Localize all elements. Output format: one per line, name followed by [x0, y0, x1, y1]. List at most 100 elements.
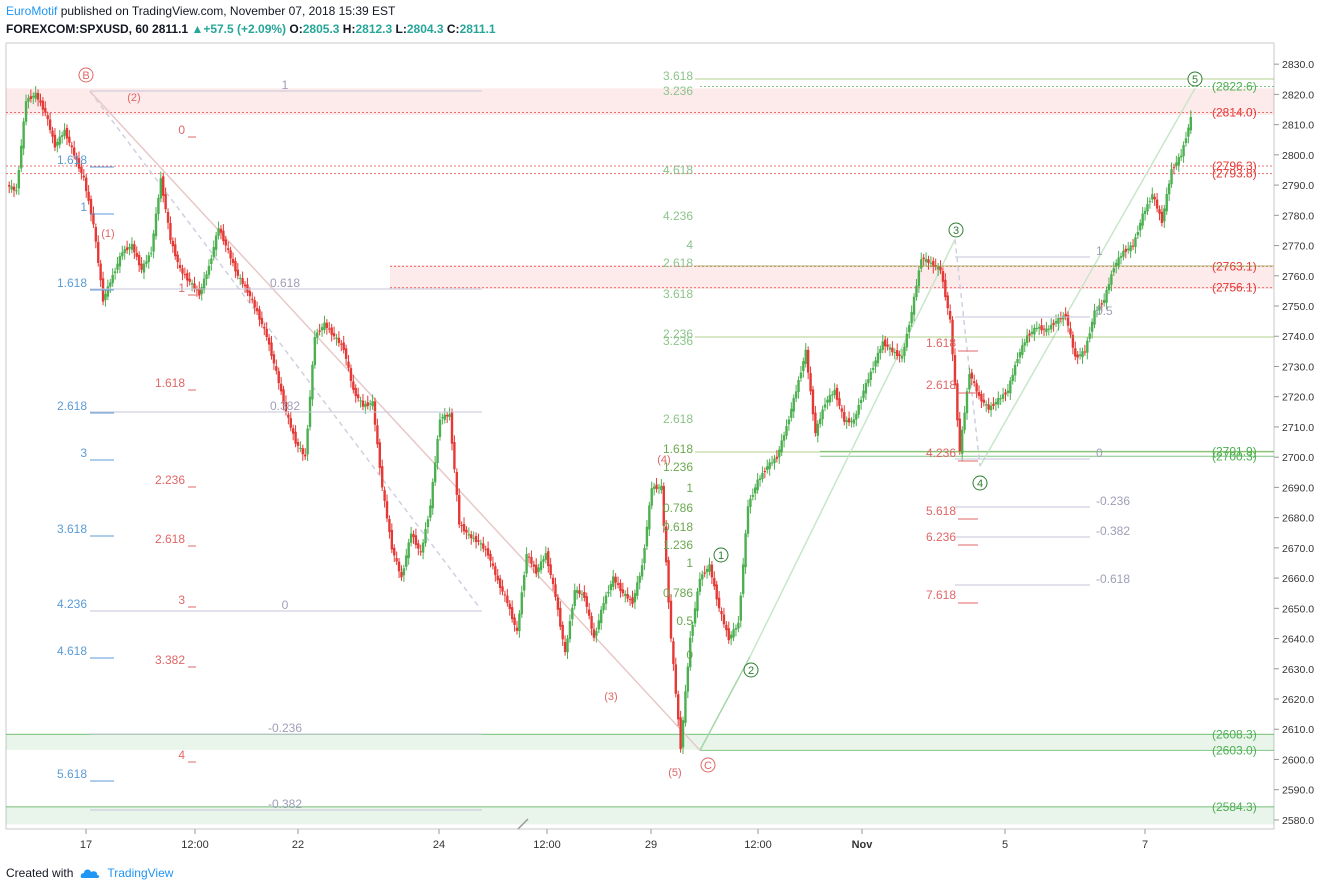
candle-body: [56, 142, 59, 146]
tradingview-brand[interactable]: TradingView: [107, 866, 174, 880]
symbol-info: FOREXCOM:SPXUSD, 60 2811.1 ▲+57.5 (+2.09…: [6, 22, 496, 36]
fib-label-green: 2.618: [663, 256, 693, 270]
trend-line: [89, 90, 701, 751]
candle-body: [455, 471, 459, 495]
fib-label-blue: 5.618: [57, 767, 87, 781]
fib-label-green: 2.236: [663, 327, 693, 341]
candle-body: [140, 263, 143, 270]
candle-body: [1069, 328, 1072, 335]
candle-body: [869, 371, 872, 380]
fib-label-blue: 1.618: [57, 276, 87, 290]
candle-body: [393, 547, 396, 556]
low-label: L:: [395, 22, 407, 36]
candle-body: [811, 389, 815, 415]
candle-body: [1052, 322, 1055, 326]
x-tick-label: Nov: [852, 839, 874, 851]
candle-body: [664, 526, 668, 563]
candle-body: [922, 257, 925, 260]
candle-body: [992, 403, 995, 406]
candle-body: [145, 261, 148, 264]
candle-body: [154, 213, 158, 237]
fib-label-red: 3.382: [155, 653, 185, 667]
candle-body: [970, 372, 974, 379]
candle-body: [359, 400, 362, 402]
candle-body: [980, 393, 983, 402]
candle-body: [373, 401, 377, 425]
candle-body: [501, 586, 504, 592]
candle-body: [1042, 328, 1046, 330]
symbol-label: FOREXCOM:SPXUSD, 60: [6, 22, 149, 36]
candle-body: [53, 134, 57, 148]
candle-body: [645, 526, 649, 547]
fib-label-green: 0.786: [663, 501, 693, 515]
candle-body: [1187, 127, 1190, 137]
last-price: 2811.1: [152, 22, 189, 36]
candle-body: [1074, 348, 1077, 357]
candle-body: [624, 593, 627, 596]
candle-body: [1139, 222, 1142, 231]
candle-body: [186, 273, 189, 281]
candle-body: [792, 398, 795, 412]
candle-body: [431, 481, 434, 509]
candle-body: [908, 325, 911, 333]
candle-body: [376, 425, 379, 445]
fib-label-blue: 1.618: [57, 153, 87, 167]
candle-body: [311, 364, 314, 400]
candle-body: [263, 326, 266, 329]
time-scroll-handle[interactable]: [517, 818, 529, 830]
candle-body: [202, 278, 206, 290]
candle-body: [135, 252, 138, 257]
candle-body: [968, 374, 971, 390]
fib-label-gray: 0: [282, 598, 289, 612]
candle-body: [917, 270, 921, 287]
y-tick-label: 2690.0: [1282, 482, 1314, 494]
candle-body: [814, 412, 817, 433]
candle-body: [419, 551, 422, 553]
candle-body: [210, 258, 213, 264]
candle-body: [429, 505, 432, 518]
y-tick-label: 2810.0: [1282, 120, 1314, 132]
candle-body: [960, 429, 964, 454]
candle-body: [802, 361, 805, 372]
candle-body: [231, 258, 235, 263]
author-name[interactable]: EuroMotif: [6, 4, 58, 18]
candle-body: [58, 136, 61, 145]
candle-body: [20, 145, 23, 169]
candle-body: [246, 284, 249, 293]
candle-body: [1011, 374, 1014, 381]
candle-body: [535, 564, 538, 574]
candle-body: [270, 342, 273, 357]
candle-body: [212, 247, 215, 257]
candle-body: [109, 282, 112, 287]
candle-body: [453, 442, 456, 470]
wave-label: C: [704, 760, 712, 772]
fib-label-green: 0.618: [663, 520, 693, 534]
fib-label-green: 4.236: [663, 209, 693, 223]
x-tick-label: 22: [292, 839, 304, 851]
candle-body: [1059, 318, 1063, 320]
candle-body: [749, 498, 752, 507]
candle-body: [1018, 352, 1022, 358]
candle-body: [12, 186, 16, 191]
wave-label: (4): [657, 454, 670, 466]
candle-body: [843, 411, 846, 422]
candle-body: [547, 551, 550, 567]
candle-body: [397, 561, 401, 572]
candle-body: [1040, 325, 1043, 331]
y-tick-label: 2820.0: [1282, 89, 1314, 101]
fib-label-green: 0.5: [676, 614, 693, 628]
candle-body: [956, 383, 959, 421]
candle-body: [405, 555, 408, 567]
y-tick-label: 2610.0: [1282, 724, 1314, 736]
candle-body: [900, 355, 904, 359]
x-tick-label: 12:00: [533, 839, 561, 851]
candle-body: [888, 347, 892, 350]
candle-body: [344, 348, 348, 359]
candle-body: [1105, 290, 1108, 303]
level-label: (2584.3): [1212, 800, 1257, 814]
candle-body: [171, 240, 175, 247]
candle-body: [1112, 268, 1115, 273]
candle-body: [809, 373, 812, 392]
candle-body: [137, 254, 141, 266]
